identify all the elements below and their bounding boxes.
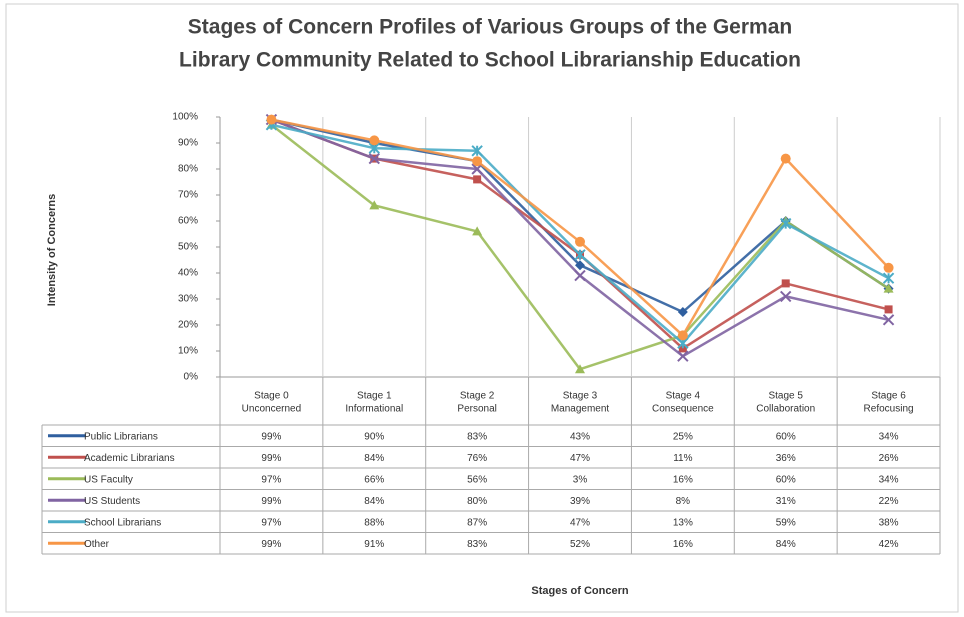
table-cell: 16% xyxy=(673,474,693,485)
table-cell: 38% xyxy=(879,517,899,528)
table-cell: 39% xyxy=(570,496,590,507)
y-tick-label: 10% xyxy=(178,346,198,357)
table-cell: 42% xyxy=(879,539,899,550)
data-point xyxy=(780,217,792,230)
y-tick-label: 40% xyxy=(178,268,198,279)
table-cell: 84% xyxy=(776,539,796,550)
table-cell: 76% xyxy=(467,453,487,464)
table-cell: 22% xyxy=(879,496,899,507)
table-cell: 47% xyxy=(570,517,590,528)
table-cell: 99% xyxy=(261,496,281,507)
data-point xyxy=(883,262,894,273)
table-cell: 11% xyxy=(673,453,692,464)
legend-label: US Students xyxy=(84,496,140,507)
table-cell: 60% xyxy=(776,431,796,442)
y-tick-label: 70% xyxy=(178,190,198,201)
table-cell: 88% xyxy=(364,517,384,528)
data-point xyxy=(472,226,483,236)
table-cell: 52% xyxy=(570,539,590,550)
data-point xyxy=(575,236,585,247)
data-point xyxy=(677,307,688,317)
table-cell: 36% xyxy=(776,453,796,464)
y-axis-label: Intensity of Concerns xyxy=(46,194,58,306)
table-cell: 91% xyxy=(364,539,384,550)
table-cell: 3% xyxy=(573,474,588,485)
data-point xyxy=(781,279,790,288)
data-point xyxy=(575,364,585,374)
data-point xyxy=(677,350,689,362)
data-point xyxy=(574,249,586,261)
table-cell: 43% xyxy=(570,431,590,442)
data-point xyxy=(780,290,792,303)
data-point xyxy=(882,272,895,284)
table-cell: 99% xyxy=(261,453,281,464)
y-tick-label: 0% xyxy=(184,372,199,383)
table-cell: 99% xyxy=(261,431,281,442)
x-tick-label: Stage 1 Informational xyxy=(345,390,403,414)
table-cell: 26% xyxy=(879,453,899,464)
table-cell: 97% xyxy=(261,474,281,485)
x-tick-label: Stage 2 Personal xyxy=(457,390,496,414)
table-cell: 8% xyxy=(676,496,691,507)
legend-label: Public Librarians xyxy=(84,431,158,442)
x-tick-label: Stage 3 Management xyxy=(551,390,610,414)
y-tick-label: 20% xyxy=(178,320,198,331)
table-cell: 34% xyxy=(879,474,899,485)
data-point xyxy=(369,135,380,146)
legend-label: Other xyxy=(84,539,110,550)
y-tick-label: 80% xyxy=(178,164,198,175)
data-point xyxy=(369,200,380,210)
data-point xyxy=(677,330,688,341)
legend-label: Academic Librarians xyxy=(84,453,175,464)
y-tick-label: 60% xyxy=(178,216,198,227)
y-tick-label: 90% xyxy=(178,138,198,149)
data-point xyxy=(884,305,893,314)
data-point xyxy=(780,153,791,164)
y-tick-label: 100% xyxy=(172,112,198,123)
table-cell: 25% xyxy=(673,431,693,442)
x-tick-label: Stage 0 Unconcerned xyxy=(242,390,301,414)
table-cell: 84% xyxy=(364,453,384,464)
table-cell: 83% xyxy=(467,431,487,442)
table-cell: 90% xyxy=(364,431,384,442)
data-point xyxy=(472,156,483,167)
data-point xyxy=(471,163,483,175)
table-cell: 60% xyxy=(776,474,796,485)
y-tick-label: 30% xyxy=(178,294,198,305)
chart-title: Stages of Concern Profiles of Various Gr… xyxy=(179,15,801,71)
table-cell: 99% xyxy=(261,539,281,550)
table-cell: 13% xyxy=(673,517,693,528)
data-point xyxy=(883,283,894,293)
data-point xyxy=(678,344,687,353)
y-tick-label: 50% xyxy=(178,242,198,253)
table-cell: 31% xyxy=(776,496,796,507)
x-axis-label: Stages of Concern xyxy=(531,585,628,597)
x-tick-label: Stage 6 Refocusing xyxy=(864,390,914,414)
data-point xyxy=(473,175,482,184)
table-cell: 66% xyxy=(364,474,384,485)
data-point xyxy=(266,114,277,125)
legend-label: US Faculty xyxy=(84,474,133,485)
data-point xyxy=(575,260,585,271)
table-cell: 56% xyxy=(467,474,487,485)
table-cell: 34% xyxy=(879,431,899,442)
data-point xyxy=(574,269,586,282)
data-point xyxy=(471,145,483,157)
data-point xyxy=(882,314,895,326)
data-point xyxy=(368,152,380,165)
table-cell: 80% xyxy=(467,496,487,507)
table-cell: 97% xyxy=(261,517,281,528)
table-cell: 83% xyxy=(467,539,487,550)
table-cell: 59% xyxy=(776,517,796,528)
table-cell: 16% xyxy=(673,539,693,550)
x-tick-label: Stage 4 Consequence xyxy=(652,390,714,414)
table-cell: 87% xyxy=(467,517,487,528)
x-tick-label: Stage 5 Collaboration xyxy=(756,390,815,414)
table-cell: 84% xyxy=(364,496,384,507)
table-cell: 47% xyxy=(570,453,590,464)
legend-label: School Librarians xyxy=(84,517,161,528)
